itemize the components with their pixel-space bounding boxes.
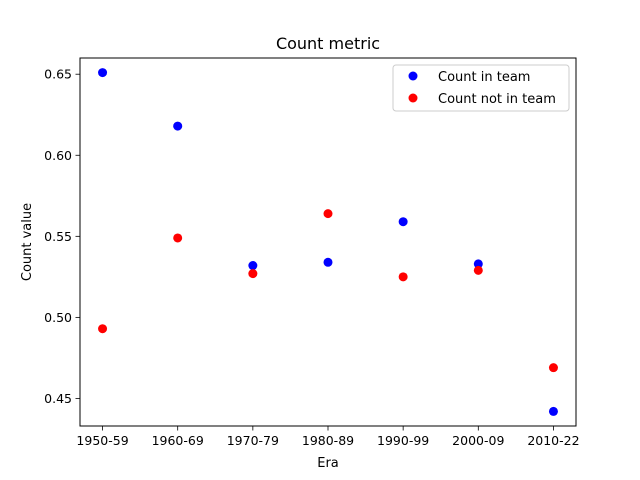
legend-entry-count-in-team: Count in team xyxy=(408,70,530,85)
y-tick-label: 0.55 xyxy=(44,229,72,244)
point-count-not-in-team xyxy=(548,363,558,373)
legend-entry-count-not-in-team: Count not in team xyxy=(408,92,556,107)
point-count-in-team xyxy=(398,217,408,227)
legend-label-count-in-team: Count in team xyxy=(438,70,530,85)
y-tick-label: 0.45 xyxy=(44,391,72,406)
legend-box xyxy=(392,64,570,112)
legend-marker-count-not-in-team xyxy=(408,93,418,103)
point-count-not-in-team xyxy=(323,209,333,219)
x-axis-label: Era xyxy=(317,456,339,471)
legend-label-count-not-in-team: Count not in team xyxy=(438,92,556,107)
x-tick-label: 2010-22 xyxy=(527,433,579,448)
y-axis-label: Count value xyxy=(20,203,35,281)
point-count-in-team xyxy=(98,68,108,78)
y-tick-label: 0.50 xyxy=(44,310,72,325)
point-count-in-team xyxy=(323,257,333,267)
point-count-not-in-team xyxy=(248,269,258,279)
point-count-not-in-team xyxy=(98,324,108,334)
point-count-in-team xyxy=(173,121,183,131)
x-tick-label: 1950-59 xyxy=(76,433,128,448)
x-tick-label: 1960-69 xyxy=(152,433,204,448)
legend: Count in team Count not in team xyxy=(392,64,570,112)
x-tick-label: 1970-79 xyxy=(227,433,279,448)
point-count-not-in-team xyxy=(398,272,408,282)
x-tick-label: 2000-09 xyxy=(452,433,504,448)
point-count-in-team xyxy=(548,406,558,416)
x-axis: 1950-59 1960-69 1970-79 1980-89 1990-99 2000-… xyxy=(76,426,580,448)
legend-marker-count-in-team xyxy=(408,71,418,81)
y-tick-label: 0.60 xyxy=(44,148,72,163)
point-count-in-team xyxy=(473,259,483,269)
point-count-in-team xyxy=(248,261,258,271)
data-points xyxy=(98,68,558,416)
x-tick-label: 1980-89 xyxy=(302,433,354,448)
point-count-not-in-team xyxy=(473,265,483,275)
chart-title: Count metric xyxy=(276,34,380,53)
y-tick-label: 0.65 xyxy=(44,67,72,82)
x-tick-label: 1990-99 xyxy=(377,433,429,448)
point-count-not-in-team xyxy=(173,233,183,243)
y-axis: 0.45 0.50 0.55 0.60 0.65 xyxy=(44,67,80,406)
